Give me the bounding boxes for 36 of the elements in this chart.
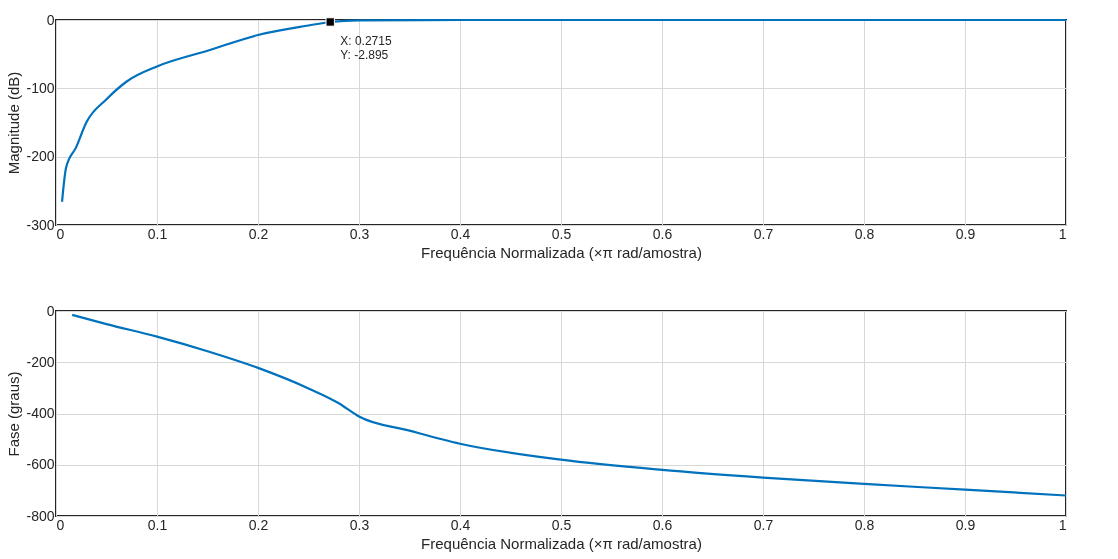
y-axis-title: Fase (graus)	[5, 371, 23, 457]
y-tick-label: 0	[46, 11, 55, 28]
y-tick-label: -400	[26, 405, 55, 421]
x-tick-label: 0.8	[854, 225, 875, 242]
x-tick-label: 0.8	[854, 516, 875, 533]
y-axis-title: Magnitude (dB)	[5, 71, 23, 175]
x-tick-label: 0.5	[551, 516, 572, 533]
x-axis-title: Frequência Normalizada (×π rad/amostra)	[421, 534, 702, 552]
x-tick-label: 0.2	[248, 225, 269, 242]
x-tick-label: 0.9	[955, 516, 976, 533]
x-tick-label: 0.2	[248, 516, 269, 533]
x-tick-label: 0.9	[955, 225, 976, 242]
y-tick-label: -200	[26, 353, 55, 370]
annotation: X: 0.2715 Y: -2.895	[340, 33, 392, 62]
x-tick-label: 1	[1058, 516, 1067, 533]
line-series	[60, 17, 1068, 203]
x-tick-label: 1	[1058, 225, 1067, 242]
y-tick-label: 0	[46, 302, 55, 319]
x-tick-label: 0.6	[652, 516, 673, 533]
x-tick-label: 0.4	[450, 225, 471, 242]
y-tick-label: -600	[26, 456, 55, 473]
x-tick-label: 0.7	[753, 516, 774, 533]
y-tick-label: -300	[26, 216, 55, 233]
x-tick-label: 0.3	[349, 225, 370, 242]
x-tick-label: 0.1	[147, 516, 168, 533]
x-tick-label: 0.5	[551, 225, 572, 242]
x-tick-label: 0.6	[652, 225, 673, 242]
x-tick-label: 0.1	[147, 225, 168, 242]
x-tick-label: 0.4	[450, 516, 471, 533]
x-axis-title: Frequência Normalizada (×π rad/amostra)	[421, 243, 702, 261]
x-tick-label: 0.3	[349, 516, 370, 533]
x-tick-label: 0.7	[753, 225, 774, 242]
y-tick-label: -200	[26, 148, 55, 165]
line-series	[71, 313, 1068, 497]
y-tick-label: -800	[26, 507, 55, 524]
y-tick-label: -100	[26, 79, 55, 96]
